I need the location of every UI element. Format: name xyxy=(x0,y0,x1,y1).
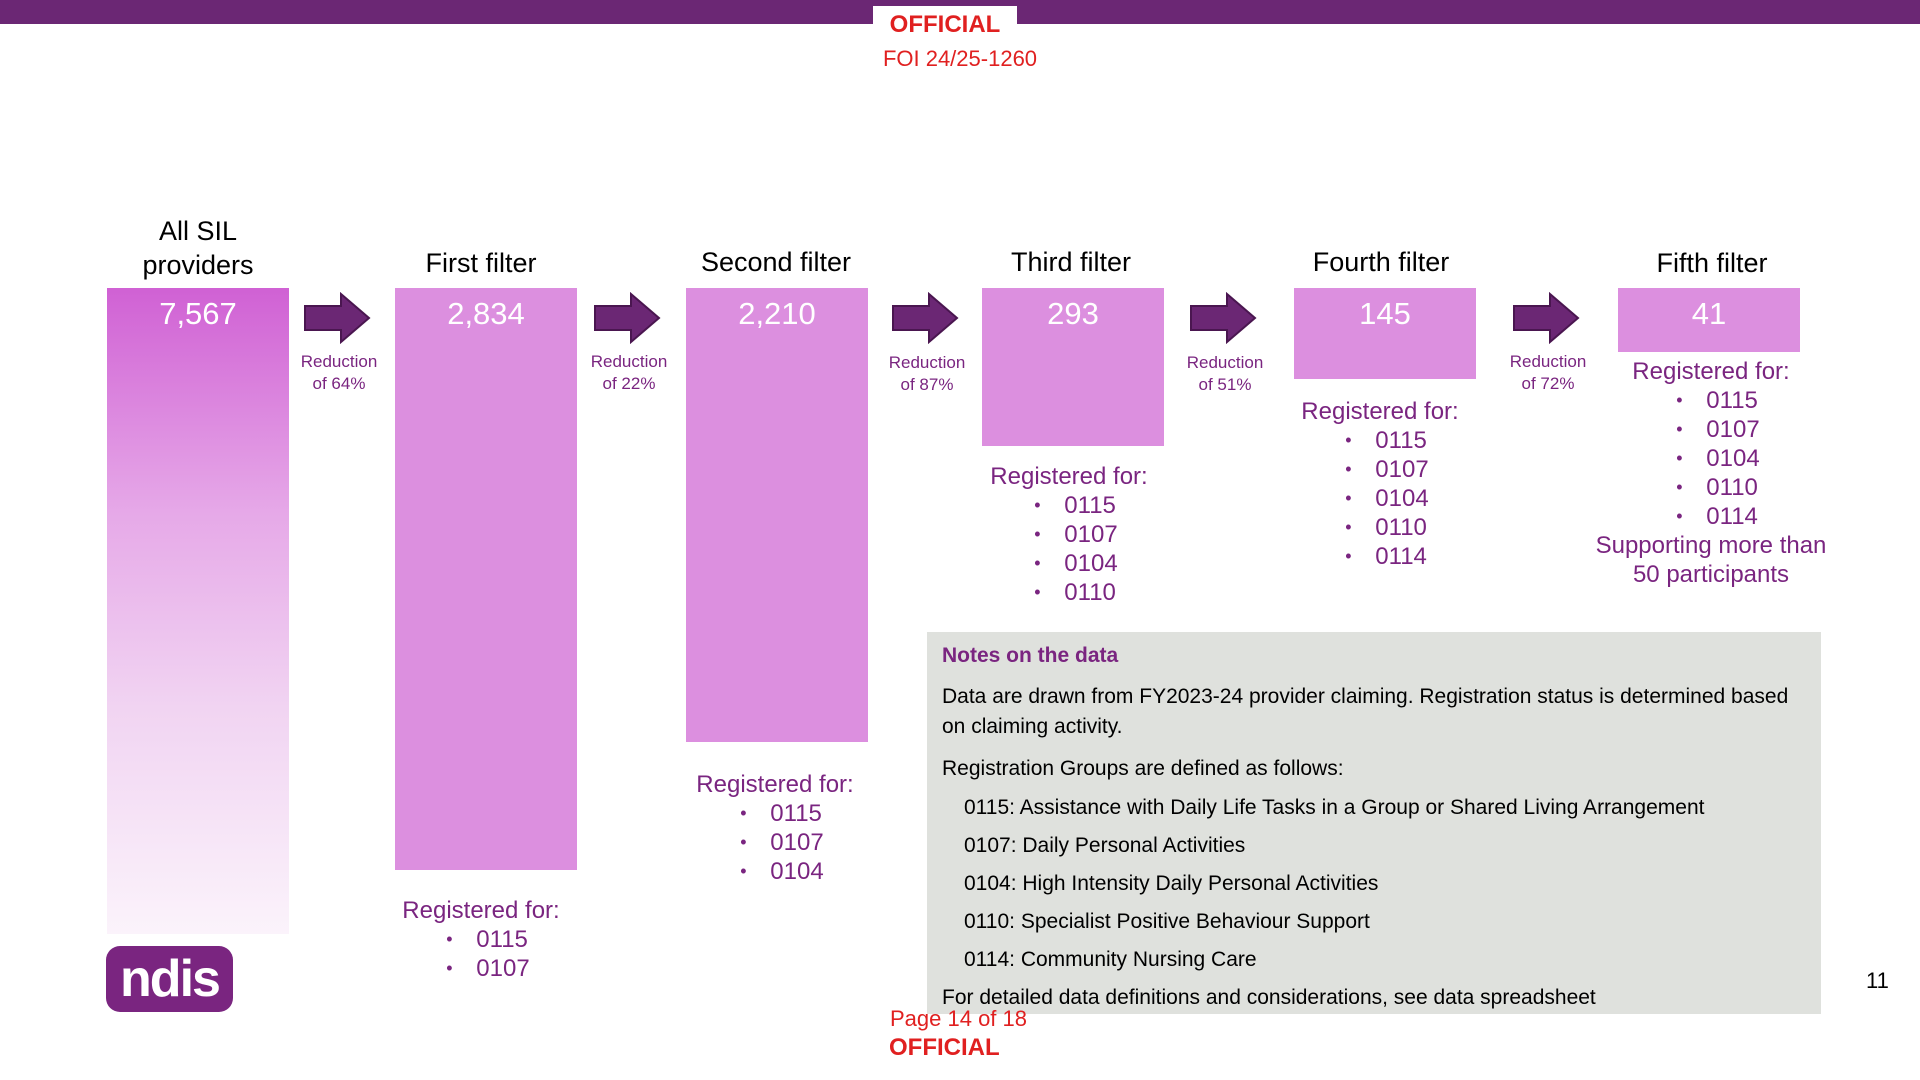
classification-label-bottom: OFFICIAL xyxy=(889,1034,1000,1061)
participants-note: Supporting more than 50 participants xyxy=(1595,532,1827,588)
list-item: 0114 xyxy=(1331,542,1428,571)
notes-paragraph: Data are drawn from FY2023-24 provider c… xyxy=(942,685,1789,738)
classification-label-top: OFFICIAL xyxy=(873,6,1017,44)
list-item: 0110 xyxy=(1662,473,1759,502)
slide-number: 11 xyxy=(1866,968,1889,993)
notes-footer: For detailed data definitions and consid… xyxy=(942,986,1596,1009)
registered-list-fourth: Registered for: 0115 0107 0104 0110 0114 xyxy=(1301,397,1458,571)
stage-title-third: Third filter xyxy=(1010,247,1132,277)
list-item: 0104 xyxy=(1020,549,1117,578)
arrow-right-icon xyxy=(304,292,371,344)
list-item: 0104 xyxy=(1662,444,1759,473)
arrow-right-icon xyxy=(1190,292,1257,344)
stage-title-all: All SIL providers xyxy=(142,216,254,280)
foi-reference: FOI 24/25-1260 xyxy=(882,46,1038,71)
bar-count: 2,210 xyxy=(738,296,816,331)
list-item: 0107 xyxy=(1662,415,1759,444)
registered-list-second: Registered for: 0115 0107 0104 xyxy=(696,770,853,886)
bar-fifth-filter: 41 xyxy=(1618,288,1800,352)
stage-title-fourth: Fourth filter xyxy=(1312,247,1450,277)
list-item: 0115 xyxy=(1331,426,1428,455)
bar-count: 41 xyxy=(1691,296,1727,331)
list-item: 0115 xyxy=(1662,386,1759,415)
bar-third-filter: 293 xyxy=(982,288,1164,446)
notes-paragraph: Registration Groups are defined as follo… xyxy=(942,757,1344,780)
arrow-right-icon xyxy=(1513,292,1580,344)
list-item: 0104 xyxy=(726,857,823,886)
list-item: 0104 xyxy=(1331,484,1428,513)
list-item: 0107 xyxy=(1331,455,1428,484)
reduction-label-1: Reduction of 64% xyxy=(300,352,378,393)
list-item: 0110 xyxy=(1020,578,1117,607)
bar-first-filter: 2,834 xyxy=(395,288,577,870)
list-item: 0114 xyxy=(1662,502,1759,531)
reduction-label-2: Reduction of 22% xyxy=(590,352,668,393)
stage-title-first: First filter xyxy=(425,248,537,278)
group-definition: 0114: Community Nursing Care xyxy=(964,948,1257,971)
bar-count: 7,567 xyxy=(159,296,237,331)
arrow-right-icon xyxy=(594,292,661,344)
arrow-right-icon xyxy=(892,292,959,344)
registered-list-first: Registered for: 0115 0107 xyxy=(402,896,559,983)
page-counter: Page 14 of 18 xyxy=(890,1006,1028,1031)
group-definition: 0115: Assistance with Daily Life Tasks i… xyxy=(964,796,1705,819)
reduction-label-3: Reduction of 87% xyxy=(888,353,966,394)
bar-fourth-filter: 145 xyxy=(1294,288,1476,379)
list-item: 0107 xyxy=(432,954,529,983)
bar-count: 2,834 xyxy=(447,296,525,331)
list-item: 0115 xyxy=(1020,491,1117,520)
notes-title: Notes on the data xyxy=(942,644,1119,667)
group-definition: 0107: Daily Personal Activities xyxy=(964,834,1246,857)
group-definition: 0110: Specialist Positive Behaviour Supp… xyxy=(964,910,1370,933)
registered-list-third: Registered for: 0115 0107 0104 0110 xyxy=(990,462,1147,607)
ndis-logo: ndis xyxy=(106,946,233,1012)
bar-count: 145 xyxy=(1359,296,1411,331)
bar-second-filter: 2,210 xyxy=(686,288,868,742)
group-definition: 0104: High Intensity Daily Personal Acti… xyxy=(964,872,1379,895)
reduction-label-5: Reduction of 72% xyxy=(1509,352,1587,393)
list-item: 0107 xyxy=(1020,520,1117,549)
list-item: 0115 xyxy=(432,925,529,954)
stage-title-fifth: Fifth filter xyxy=(1656,248,1768,278)
bar-all-providers: 7,567 xyxy=(107,288,289,934)
list-item: 0115 xyxy=(726,799,823,828)
bar-count: 293 xyxy=(1047,296,1099,331)
list-item: 0107 xyxy=(726,828,823,857)
reduction-label-4: Reduction of 51% xyxy=(1186,353,1264,394)
notes-panel: Notes on the data Data are drawn from FY… xyxy=(927,632,1821,1014)
list-item: 0110 xyxy=(1331,513,1428,542)
registered-list-fifth: Registered for: 0115 0107 0104 0110 0114… xyxy=(1591,357,1831,589)
stage-title-second: Second filter xyxy=(700,247,852,277)
